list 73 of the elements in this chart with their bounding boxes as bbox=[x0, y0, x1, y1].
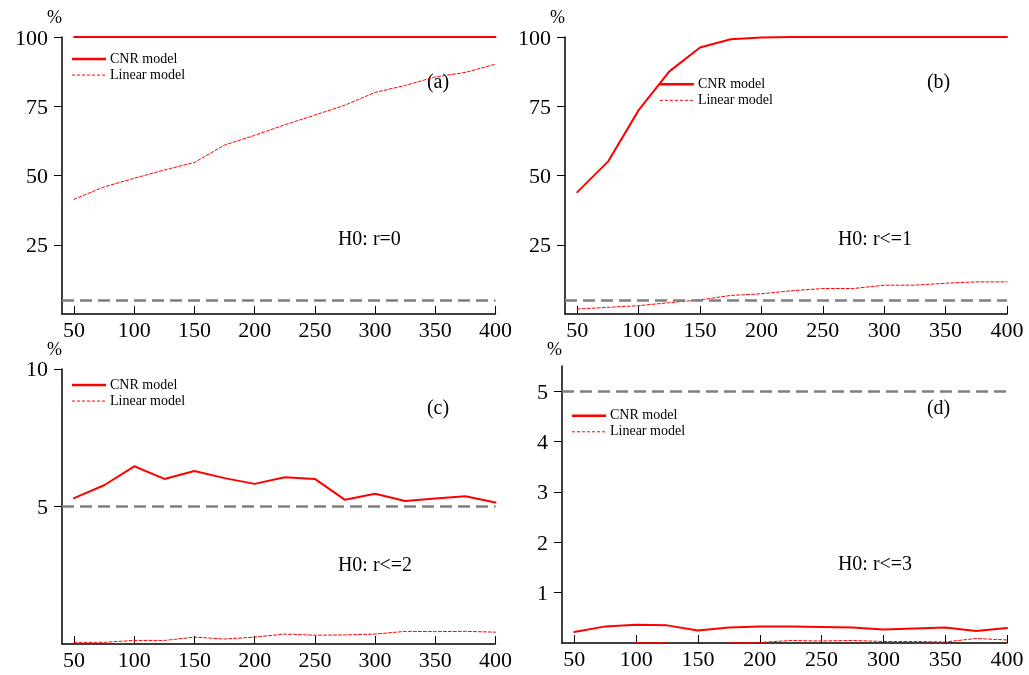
x-tick-label: 400 bbox=[990, 645, 1024, 671]
x-tick-label: 200 bbox=[238, 316, 272, 342]
x-tick-label: 400 bbox=[479, 316, 512, 342]
y-tick-label: 50 bbox=[529, 163, 551, 188]
y-tick-label: 25 bbox=[529, 232, 551, 258]
x-tick-label: 200 bbox=[743, 645, 777, 671]
x-tick-label: 300 bbox=[358, 316, 392, 342]
y-tick-label: 4 bbox=[537, 429, 548, 455]
annotation: H0: r<=1 bbox=[837, 227, 913, 250]
x-tick-label: 250 bbox=[298, 316, 332, 342]
line-series bbox=[573, 623, 1008, 633]
x-tick-label: 350 bbox=[929, 316, 963, 342]
legend-label: CNR model bbox=[697, 75, 766, 91]
annotation: H0: r<=2 bbox=[337, 553, 413, 576]
x-tick-label: 150 bbox=[681, 645, 715, 671]
x-tick-label: 150 bbox=[683, 316, 717, 342]
x-tick-label: 150 bbox=[177, 646, 211, 672]
y-tick-label: 25 bbox=[26, 232, 48, 258]
annotation: H0: r=0 bbox=[337, 227, 401, 250]
y-axis-title: % bbox=[47, 7, 62, 28]
y-tick-label: 100 bbox=[518, 24, 551, 50]
line-series bbox=[576, 36, 1008, 194]
y-tick-label: 75 bbox=[26, 93, 48, 119]
line-series bbox=[73, 63, 496, 200]
y-tick-label: 5 bbox=[537, 378, 548, 404]
legend-label: CNR model bbox=[110, 376, 178, 392]
x-tick-label: 50 bbox=[563, 645, 586, 671]
x-tick-label: 350 bbox=[418, 316, 452, 342]
y-tick-label: 50 bbox=[26, 163, 48, 188]
x-tick-label: 150 bbox=[177, 316, 211, 342]
y-axis-title: % bbox=[550, 7, 565, 28]
y-tick-label: 75 bbox=[529, 93, 551, 119]
x-tick-label: 200 bbox=[744, 316, 778, 342]
annotation: H0: r<=3 bbox=[837, 552, 913, 575]
y-axis-title: % bbox=[47, 339, 62, 359]
x-tick-label: 250 bbox=[806, 316, 840, 342]
legend-label: Linear model bbox=[610, 423, 686, 439]
y-tick-label: 3 bbox=[537, 479, 548, 505]
x-tick-label: 350 bbox=[418, 646, 452, 672]
x-tick-label: 300 bbox=[866, 645, 900, 671]
x-tick-label: 400 bbox=[990, 316, 1024, 342]
line-series bbox=[576, 281, 1008, 310]
legend-label: CNR model bbox=[110, 50, 178, 66]
legend-label: Linear model bbox=[697, 91, 774, 107]
x-tick-label: 200 bbox=[238, 646, 272, 672]
y-axis-title: % bbox=[547, 339, 562, 359]
annotation: (d) bbox=[926, 395, 951, 419]
x-tick-label: 100 bbox=[622, 316, 656, 342]
y-tick-label: 5 bbox=[37, 493, 48, 519]
y-tick-label: 2 bbox=[537, 529, 548, 555]
annotation: (c) bbox=[426, 395, 450, 419]
x-tick-label: 50 bbox=[63, 316, 86, 342]
legend-label: Linear model bbox=[110, 66, 186, 82]
annotation: (a) bbox=[426, 69, 450, 93]
legend-label: Linear model bbox=[110, 392, 186, 408]
y-tick-label: 1 bbox=[537, 580, 548, 606]
annotation: (b) bbox=[926, 69, 951, 93]
x-tick-label: 50 bbox=[63, 646, 86, 672]
x-tick-label: 300 bbox=[867, 316, 901, 342]
legend-label: CNR model bbox=[610, 407, 678, 423]
x-tick-label: 250 bbox=[805, 645, 839, 671]
line-series bbox=[73, 630, 496, 643]
y-tick-label: 10 bbox=[26, 356, 48, 382]
x-tick-label: 100 bbox=[117, 646, 151, 672]
x-tick-label: 100 bbox=[619, 645, 653, 671]
x-tick-label: 100 bbox=[117, 316, 151, 342]
x-tick-label: 300 bbox=[358, 646, 392, 672]
line-series bbox=[73, 465, 497, 504]
x-tick-label: 350 bbox=[928, 645, 962, 671]
x-tick-label: 250 bbox=[298, 646, 332, 672]
x-tick-label: 50 bbox=[566, 316, 589, 342]
x-tick-label: 400 bbox=[479, 646, 512, 672]
y-tick-label: 100 bbox=[15, 24, 48, 50]
